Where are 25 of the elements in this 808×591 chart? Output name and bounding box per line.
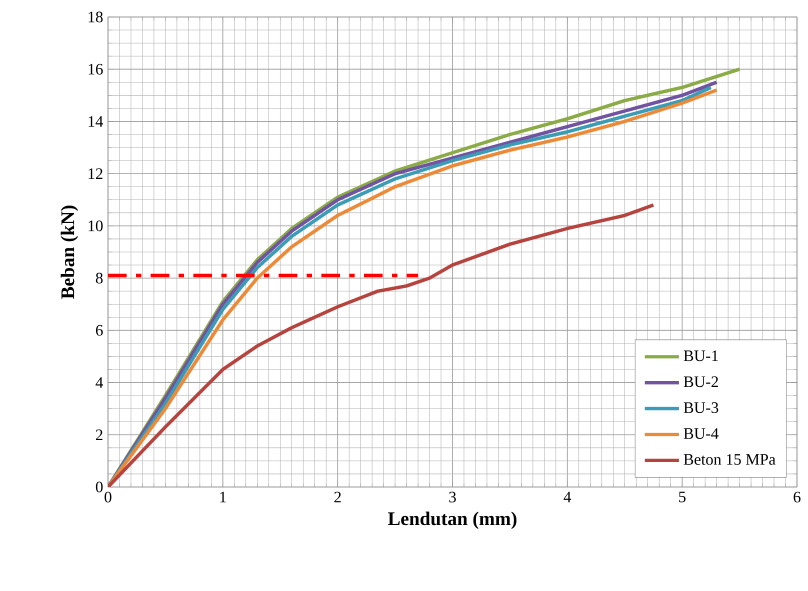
x-tick-label: 0: [104, 492, 112, 502]
y-tick-label: 18: [88, 12, 103, 22]
y-tick-label: 8: [96, 272, 103, 284]
x-tick-label: 3: [449, 492, 456, 502]
y-tick-label: 6: [96, 324, 103, 336]
y-tick-label: 2: [96, 429, 102, 440]
x-tick-label: 6: [794, 492, 801, 502]
y-tick-label: 10: [88, 220, 103, 232]
y-axis-title: Beban (kN): [60, 206, 78, 299]
legend-label: Beton 15 MPa: [684, 454, 776, 465]
x-tick-label: 1: [220, 492, 226, 502]
x-axis-title: Lendutan (mm): [388, 512, 516, 530]
legend-label: BU-2: [684, 376, 718, 388]
legend-label: BU-1: [684, 350, 718, 362]
legend-label: BU-4: [684, 428, 719, 439]
x-tick-label: 2: [334, 492, 341, 502]
y-tick-label: 0: [96, 482, 103, 492]
x-tick-label: 5: [679, 492, 686, 502]
y-tick-label: 14: [88, 116, 104, 127]
y-tick-label: 4: [96, 377, 104, 388]
y-tick-label: 12: [88, 168, 102, 179]
line-series: [108, 203, 656, 487]
legend-label: BU-3: [684, 402, 718, 414]
y-tick-label: 16: [88, 64, 103, 75]
x-tick-label: 4: [564, 492, 572, 502]
